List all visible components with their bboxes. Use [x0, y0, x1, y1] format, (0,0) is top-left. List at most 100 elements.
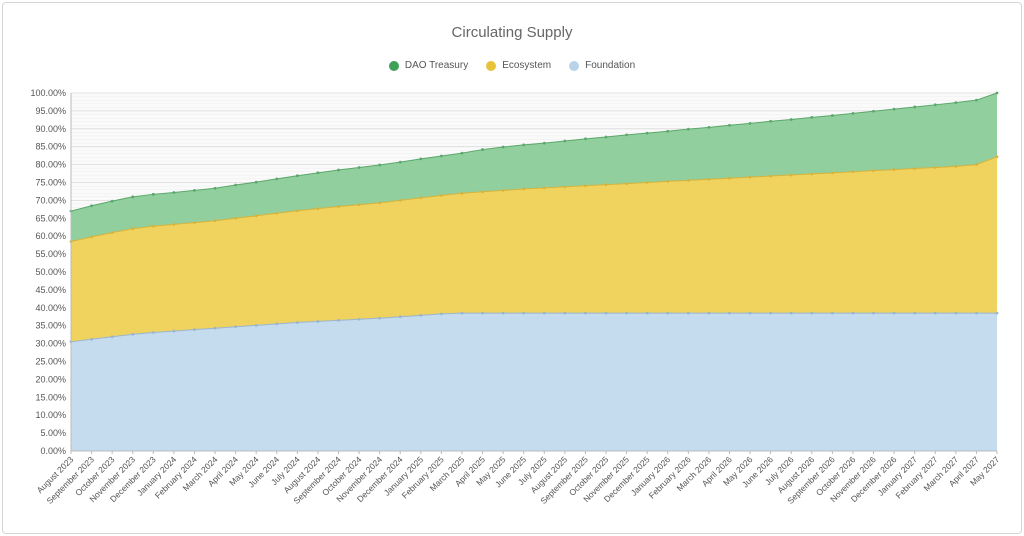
legend-item-dao-treasury[interactable]: DAO Treasury — [388, 60, 468, 71]
point-foundation — [316, 320, 320, 323]
point-foundation — [172, 329, 176, 333]
point-dao-treasury — [830, 114, 834, 117]
point-dao-treasury — [316, 171, 320, 175]
point-foundation — [398, 315, 402, 319]
point-foundation — [625, 311, 628, 315]
point-ecosystem — [769, 174, 773, 178]
legend-swatch-dao-treasury — [388, 60, 399, 71]
line-ecosystem — [70, 156, 998, 243]
point-foundation — [728, 311, 731, 315]
point-foundation — [851, 311, 855, 315]
point-ecosystem — [975, 163, 978, 167]
area-foundation — [71, 313, 997, 451]
point-foundation — [378, 316, 382, 320]
point-foundation — [131, 332, 135, 336]
point-dao-treasury — [254, 180, 258, 184]
point-dao-treasury — [234, 183, 238, 187]
point-foundation — [686, 311, 690, 315]
point-dao-treasury — [213, 186, 217, 190]
point-ecosystem — [481, 190, 484, 194]
point-ecosystem — [645, 181, 649, 184]
point-ecosystem — [131, 227, 135, 231]
point-foundation — [254, 323, 258, 327]
point-foundation — [213, 326, 217, 330]
point-foundation — [954, 311, 958, 315]
point-ecosystem — [419, 196, 423, 200]
point-ecosystem — [625, 182, 628, 185]
point-foundation — [501, 311, 505, 315]
point-dao-treasury — [975, 98, 978, 102]
point-ecosystem — [295, 209, 299, 213]
y-tick-label: 70.00% — [35, 195, 66, 205]
legend-item-ecosystem[interactable]: Ecosystem — [486, 60, 551, 71]
point-foundation — [357, 317, 361, 321]
line-foundation — [70, 312, 997, 343]
point-dao-treasury — [131, 195, 135, 199]
point-foundation — [337, 318, 340, 322]
point-foundation — [666, 311, 670, 315]
point-foundation — [892, 311, 896, 315]
point-dao-treasury — [542, 141, 546, 145]
point-ecosystem — [604, 183, 608, 187]
point-ecosystem — [728, 176, 731, 180]
point-foundation — [275, 322, 279, 326]
point-foundation — [193, 328, 196, 332]
legend-item-foundation[interactable]: Foundation — [569, 60, 635, 71]
y-tick-label: 85.00% — [35, 142, 66, 152]
point-ecosystem — [213, 219, 217, 223]
point-dao-treasury — [954, 101, 958, 105]
y-tick-label: 50.00% — [35, 267, 66, 277]
y-tick-label: 20.00% — [35, 374, 66, 384]
point-dao-treasury — [789, 118, 793, 121]
point-ecosystem — [254, 214, 258, 218]
point-foundation — [913, 311, 917, 315]
point-dao-treasury — [110, 199, 114, 203]
point-ecosystem — [892, 168, 896, 172]
point-ecosystem — [501, 188, 505, 192]
point-dao-treasury — [193, 188, 196, 192]
point-ecosystem — [234, 216, 238, 220]
y-tick-label: 45.00% — [35, 285, 66, 295]
point-dao-treasury — [810, 115, 814, 119]
y-tick-label: 60.00% — [35, 231, 66, 241]
point-foundation — [645, 311, 649, 315]
point-ecosystem — [789, 173, 793, 177]
legend-swatch-foundation — [569, 60, 580, 71]
point-ecosystem — [584, 184, 587, 188]
point-dao-treasury — [748, 122, 752, 125]
point-ecosystem — [686, 178, 690, 182]
y-tick-label: 55.00% — [35, 249, 66, 259]
point-ecosystem — [563, 185, 567, 189]
y-tick-label: 15.00% — [35, 392, 66, 402]
point-dao-treasury — [707, 125, 711, 129]
point-dao-treasury — [419, 157, 423, 161]
chart-legend: DAO Treasury Ecosystem Foundation — [0, 60, 1024, 71]
point-dao-treasury — [357, 166, 361, 169]
area-dao-treasury — [71, 93, 997, 242]
point-ecosystem — [398, 199, 402, 202]
point-foundation — [769, 311, 773, 315]
point-dao-treasury — [172, 191, 176, 194]
point-ecosystem — [172, 222, 176, 226]
y-tick-label: 0.00% — [40, 446, 66, 456]
point-foundation — [234, 325, 238, 329]
point-foundation — [748, 311, 752, 315]
point-dao-treasury — [892, 107, 896, 111]
y-tick-label: 75.00% — [35, 178, 66, 188]
point-dao-treasury — [440, 154, 443, 158]
legend-label-foundation: Foundation — [585, 60, 636, 71]
point-dao-treasury — [378, 163, 382, 167]
y-tick-label: 25.00% — [35, 357, 66, 367]
area-ecosystem — [71, 156, 997, 342]
point-ecosystem — [666, 180, 670, 183]
point-ecosystem — [913, 167, 917, 170]
point-dao-treasury — [151, 192, 155, 196]
point-dao-treasury — [666, 129, 670, 133]
point-dao-treasury — [645, 131, 649, 135]
point-dao-treasury — [995, 91, 999, 95]
point-dao-treasury — [686, 127, 690, 131]
y-tick-label: 10.00% — [35, 410, 66, 420]
y-tick-label: 35.00% — [35, 321, 66, 331]
point-dao-treasury — [872, 109, 875, 113]
